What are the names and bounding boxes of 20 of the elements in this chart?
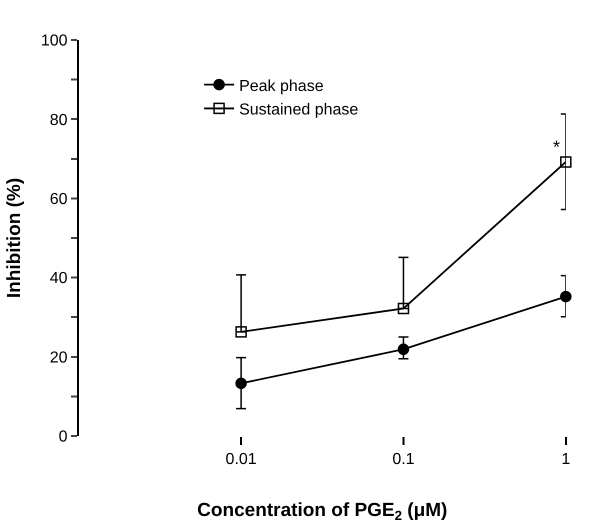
annotation: * [553, 137, 560, 157]
point [398, 302, 410, 314]
y-tick-label: 60 [50, 191, 68, 208]
legend-label: Sustained phase [239, 102, 358, 119]
y-tick-label: 20 [50, 349, 68, 366]
y-tick-label: 40 [50, 270, 68, 288]
legend-label: Peak phase [239, 78, 324, 95]
point [560, 156, 572, 168]
point [235, 326, 247, 338]
x-tick-label: 1 [561, 451, 570, 468]
x-axis-title: Concentration of PGE$_{2}$ (μM) [197, 500, 448, 523]
y-tick-label: 0 [58, 428, 68, 446]
point [560, 290, 572, 302]
y-tick-label: 80 [50, 112, 68, 129]
y-axis-title: Inhibition (%) [4, 178, 26, 298]
y-tick-label: 100 [40, 32, 68, 50]
point [398, 344, 410, 356]
x-tick-label: 0.01 [226, 451, 257, 468]
point [235, 378, 247, 390]
x-tick-label: 0.1 [392, 451, 415, 468]
